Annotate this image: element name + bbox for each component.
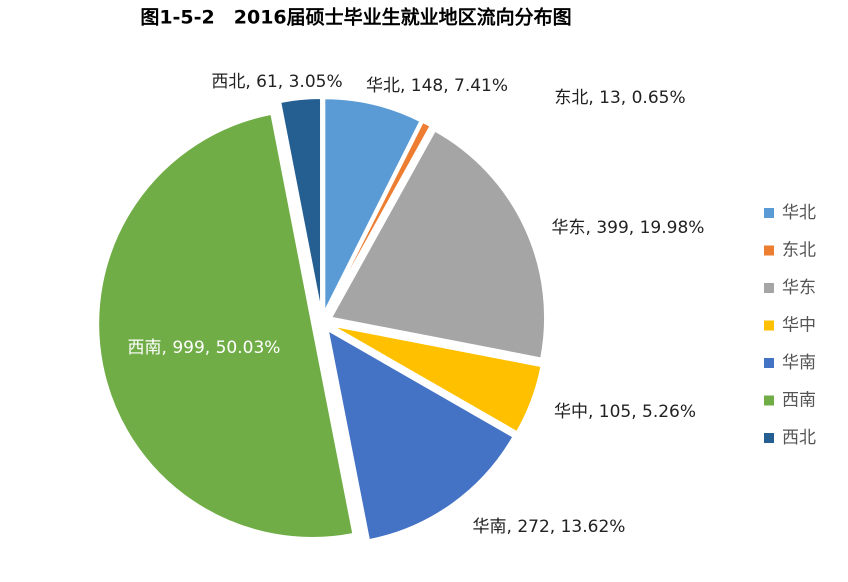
pie-slice [326,328,515,542]
pie-slice [329,129,546,360]
chart-title: 图1-5-2 2016届硕士毕业生就业地区流向分布图 [140,6,571,29]
pie-slice [97,112,355,539]
legend-label: 华中 [782,316,816,336]
pie-slice [323,97,422,313]
pie-slice [330,324,543,434]
legend-label: 华北 [782,203,816,223]
pie-slice [325,120,432,314]
data-label: 华东, 399, 19.98% [552,218,705,238]
legend-swatch [764,208,774,218]
data-label: 西北, 61, 3.05% [211,72,342,92]
legend-label: 东北 [782,241,816,261]
data-label: 华北, 148, 7.41% [366,76,508,96]
legend-label: 西北 [782,428,816,448]
data-label: 西南, 999, 50.03% [128,338,281,358]
data-label: 东北, 13, 0.65% [554,88,685,108]
legend-swatch [764,395,774,406]
data-label: 华南, 272, 13.62% [473,517,626,537]
legend-swatch [764,283,774,293]
legend-swatch [764,245,774,256]
data-label: 华中, 105, 5.26% [554,402,696,422]
pie-slice [279,97,323,313]
legend-swatch [764,433,774,443]
legend-label: 西南 [782,391,816,411]
legend-label: 华南 [782,353,816,373]
legend-swatch [764,358,774,368]
legend-label: 华东 [782,278,816,298]
legend-swatch [764,320,774,331]
